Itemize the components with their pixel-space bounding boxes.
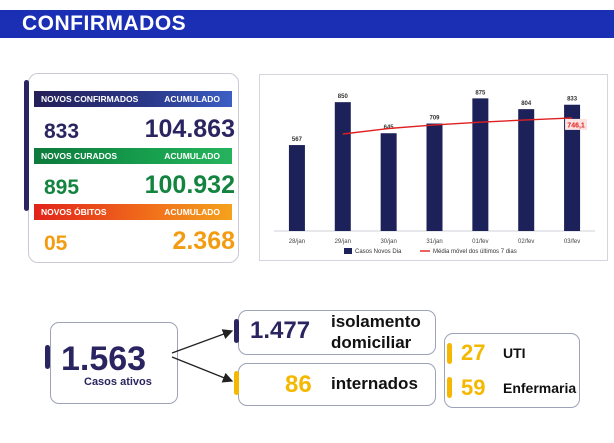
isolamento-box [238, 310, 436, 355]
bar-value-label: 567 [292, 137, 303, 143]
acumulado-label: ACUMULADO [164, 151, 220, 161]
x-tick-label: 01/fev [472, 239, 488, 245]
novos-obitos-value: 05 [44, 232, 68, 255]
curados-acumulado-value: 100.932 [144, 171, 235, 199]
novos-confirmados-label: NOVOS CONFIRMADOS [41, 94, 139, 104]
isolamento-value: 1.477 [250, 317, 311, 344]
bar-28/jan [288, 145, 305, 231]
internados-label: internados [331, 374, 418, 393]
novos-confirmados-value: 833 [44, 120, 80, 143]
enfermaria-value: 59 [461, 375, 486, 400]
isolamento-label-line1: isolamento [331, 312, 421, 331]
x-tick-label: 30/jan [380, 239, 396, 245]
line-end-label: 746,1 [567, 122, 585, 129]
ativos-accent-bar [45, 345, 50, 369]
obitos-acumulado-value: 2.368 [172, 227, 235, 255]
chart-card: 567 28/jan 850 29/jan 645 30/jan 709 31/jan 875 0… [259, 74, 608, 261]
acumulado-label: ACUMULADO [164, 94, 220, 104]
connector-arrows [171, 329, 234, 383]
x-tick-label: 03/fev [564, 239, 580, 245]
internados-accent-bar [234, 371, 239, 395]
x-tick-label: 31/jan [426, 239, 442, 245]
bar-value-label: 804 [521, 101, 532, 107]
isolamento-accent-bar [234, 319, 239, 343]
enfermaria-label: Enfermaria [503, 380, 577, 396]
ativos-value: 1.563 [61, 340, 147, 378]
bar-value-label: 850 [338, 94, 349, 100]
uti-label: UTI [503, 345, 526, 361]
bar-31/jan [426, 123, 443, 231]
bar-01/fev [472, 98, 489, 231]
uti-accent-bar [447, 343, 452, 364]
leitos-box [444, 333, 580, 408]
header-bar [0, 10, 614, 38]
bar-02/fev [518, 109, 535, 231]
x-tick-label: 29/jan [335, 239, 351, 245]
novos-curados-value: 895 [44, 176, 80, 199]
internados-value: 86 [285, 371, 312, 398]
bar-value-label: 875 [475, 90, 486, 96]
legend-bar-swatch [344, 248, 352, 254]
bar-29/jan [334, 102, 351, 231]
stats-accent-bar [24, 80, 29, 211]
confirmados-strip: NOVOS CONFIRMADOS ACUMULADO [34, 91, 232, 107]
line-end-label-bg [565, 118, 588, 130]
arrow-to-internados [171, 356, 234, 383]
ativos-label: Casos ativos [84, 376, 152, 388]
obitos-strip: NOVOS ÓBITOS ACUMULADO [34, 204, 232, 220]
page-title: CONFIRMADOS [22, 12, 187, 35]
legend-bar-label: Casos Novos Dia [355, 249, 402, 255]
bar-30/jan [380, 133, 397, 231]
cases-chart: 56728/jan85029/jan64530/jan70931/jan8750… [274, 90, 595, 255]
moving-average-line [342, 117, 573, 135]
isolamento-label-line2: domiciliar [331, 333, 412, 352]
bar-value-label: 709 [429, 116, 440, 122]
novos-curados-label: NOVOS CURADOS [41, 151, 118, 161]
acumulado-label: ACUMULADO [164, 207, 220, 217]
x-tick-label: 02/fev [518, 239, 534, 245]
ativos-box [50, 322, 178, 404]
bar-value-label: 833 [567, 97, 578, 103]
legend-line-label: Média móvel dos últimos 7 dias [433, 249, 517, 255]
bar-03/fev [564, 104, 581, 231]
uti-value: 27 [461, 340, 486, 365]
curados-strip: NOVOS CURADOS ACUMULADO [34, 148, 232, 164]
confirmados-acumulado-value: 104.863 [144, 115, 235, 143]
enfermaria-accent-bar [447, 377, 452, 398]
novos-obitos-label: NOVOS ÓBITOS [41, 207, 107, 217]
x-tick-label: 28/jan [289, 239, 305, 245]
arrow-to-isolamento [171, 329, 234, 354]
